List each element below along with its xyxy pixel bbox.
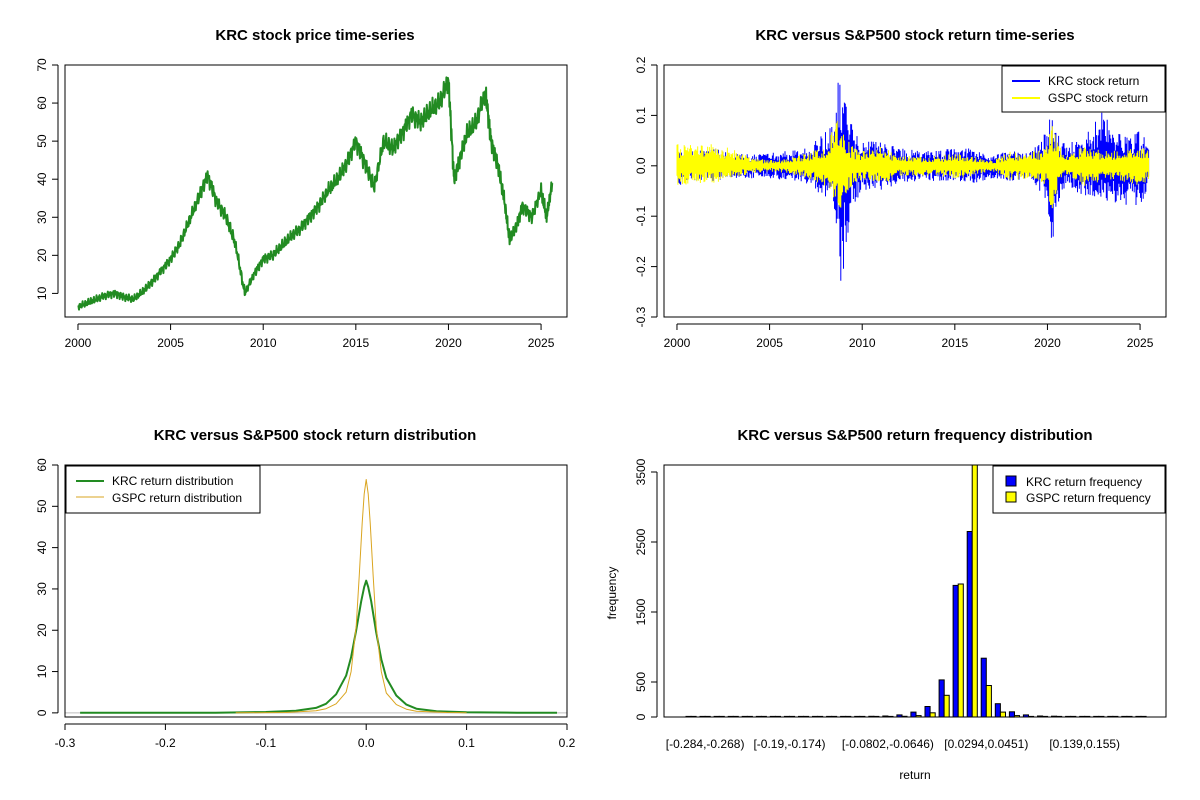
price-x-tick-label: 2020 (435, 336, 462, 350)
krc-frequency-bar (966, 531, 973, 718)
density-x-tick-label: 0.1 (458, 736, 475, 750)
gspc-frequency-bar (999, 711, 1007, 718)
gspc-frequency-bar (957, 583, 964, 718)
density-y-tick-label: 40 (35, 541, 49, 555)
returns-plot-frame (663, 64, 1167, 318)
returns-legend: KRC stock return GSPC stock return (1001, 65, 1166, 113)
krc-frequency-bar (924, 706, 931, 718)
price-y-tick-label: 40 (35, 172, 49, 186)
frequency-plot-frame (663, 464, 1167, 718)
legend-label-krc-density: KRC return distribution (112, 474, 233, 488)
frequency-x-tick-label: [0.0294,0.0451) (944, 737, 1028, 751)
density-chart-panel: KRC versus S&P500 stock return distribut… (35, 427, 576, 750)
gspc-density-line (235, 479, 467, 714)
price-x-tick-label: 2005 (157, 336, 184, 350)
frequency-y-tick-label: 3500 (634, 458, 648, 485)
legend-label-gspc-frequency: GSPC return frequency (1026, 491, 1151, 505)
frequency-y-axis-label: frequency (605, 567, 619, 620)
krc-frequency-bar (910, 711, 917, 718)
frequency-legend: KRC return frequency GSPC return frequen… (992, 465, 1166, 514)
density-y-tick-label: 10 (35, 665, 49, 679)
frequency-y-tick-label: 500 (634, 672, 648, 692)
price-y-tick-label: 20 (35, 248, 49, 262)
price-y-tick-label: 70 (35, 58, 49, 72)
price-x-tick-label: 2000 (65, 336, 92, 350)
price-plot-frame (64, 64, 568, 318)
krc-frequency-bar (1008, 711, 1016, 718)
krc-price-line (77, 76, 554, 311)
density-y-tick-label: 30 (35, 582, 49, 596)
price-x-tick-label: 2010 (250, 336, 277, 350)
price-y-tick-label: 30 (35, 210, 49, 224)
density-x-tick-label: 0.0 (358, 736, 375, 750)
frequency-x-tick-label: [-0.284,-0.268) (666, 737, 745, 751)
gspc-frequency-bar (943, 694, 950, 718)
krc-density-line (80, 579, 557, 714)
krc-frequency-bar (952, 584, 959, 718)
gspc-frequency-bar (985, 685, 992, 718)
returns-x-tick-label: 2025 (1127, 336, 1154, 350)
frequency-x-axis-label: return (899, 768, 930, 782)
density-legend: KRC return distribution GSPC return dist… (65, 465, 261, 514)
price-y-tick-label: 50 (35, 134, 49, 148)
legend-label-krc-frequency: KRC return frequency (1026, 475, 1142, 489)
density-legend-box (65, 465, 261, 514)
price-x-tick-label: 2025 (528, 336, 555, 350)
legend-swatch-gspc-frequency (1005, 491, 1017, 503)
legend-label-gspc-density: GSPC return distribution (112, 491, 242, 505)
density-plot-frame (64, 464, 568, 718)
density-y-tick-label: 0 (35, 709, 49, 716)
legend-swatch-krc-frequency (1005, 475, 1017, 487)
frequency-chart-title: KRC versus S&P500 return frequency distr… (737, 427, 1092, 444)
returns-y-tick-label: 0.2 (634, 56, 648, 73)
frequency-y-tick-label: 2500 (634, 528, 648, 555)
density-x-tick-label: -0.1 (255, 736, 276, 750)
frequency-legend-box (992, 465, 1166, 514)
frequency-chart-panel: KRC versus S&P500 return frequency distr… (605, 427, 1167, 782)
density-x-tick-label: -0.2 (155, 736, 176, 750)
price-x-tick-label: 2015 (342, 336, 369, 350)
krc-frequency-bar (994, 703, 1001, 718)
frequency-y-tick-label: 1500 (634, 598, 648, 625)
legend-label-gspc-return: GSPC stock return (1048, 91, 1148, 105)
returns-x-tick-label: 2010 (849, 336, 876, 350)
frequency-x-tick-label: [-0.0802,-0.0646) (842, 737, 934, 751)
price-plot-area: 2000 2005 2010 2015 2020 2025 10 20 30 40 50 60 70 (35, 58, 555, 350)
price-chart-title: KRC stock price time-series (215, 27, 414, 44)
density-chart-title: KRC versus S&P500 stock return distribut… (154, 427, 477, 444)
returns-x-tick-label: 2005 (756, 336, 783, 350)
returns-chart-panel: KRC versus S&P500 stock return time-seri… (634, 27, 1167, 350)
density-x-tick-label: 0.2 (559, 736, 576, 750)
price-chart-panel: KRC stock price time-series 2000 2005 2010… (35, 27, 568, 350)
density-y-tick-label: 50 (35, 499, 49, 513)
density-x-tick-label: -0.3 (55, 736, 76, 750)
legend-label-krc-return: KRC stock return (1048, 74, 1139, 88)
frequency-x-tick-label: [0.139,0.155) (1049, 737, 1120, 751)
returns-x-tick-label: 2020 (1034, 336, 1061, 350)
returns-plot-area: 2000 2005 2010 2015 2020 2025 -0.3 -0.2 -0.1 0.0 0… (634, 56, 1154, 350)
gspc-return-series (676, 121, 1150, 209)
krc-frequency-bar (938, 679, 945, 718)
returns-chart-title: KRC versus S&P500 stock return time-seri… (755, 27, 1074, 44)
returns-legend-box (1001, 65, 1166, 113)
returns-x-tick-label: 2000 (664, 336, 691, 350)
returns-y-tick-label: -0.3 (634, 306, 648, 327)
gspc-frequency-bar (971, 464, 978, 718)
density-plot-area: -0.3 -0.2 -0.1 0.0 0.1 0.2 0 10 20 30 40 50 60 (35, 458, 576, 750)
price-y-tick-label: 10 (35, 286, 49, 300)
returns-x-tick-label: 2015 (941, 336, 968, 350)
returns-y-tick-label: 0.1 (634, 107, 648, 124)
returns-y-tick-label: -0.1 (634, 206, 648, 227)
density-y-tick-label: 20 (35, 623, 49, 637)
returns-y-tick-label: 0.0 (634, 157, 648, 174)
price-y-tick-label: 60 (35, 96, 49, 110)
density-y-tick-label: 60 (35, 458, 49, 472)
frequency-x-tick-label: [-0.19,-0.174) (753, 737, 825, 751)
krc-frequency-bar (980, 657, 987, 718)
frequency-y-tick-label: 0 (634, 713, 648, 720)
returns-y-tick-label: -0.2 (634, 256, 648, 277)
gspc-frequency-bar (929, 712, 936, 718)
